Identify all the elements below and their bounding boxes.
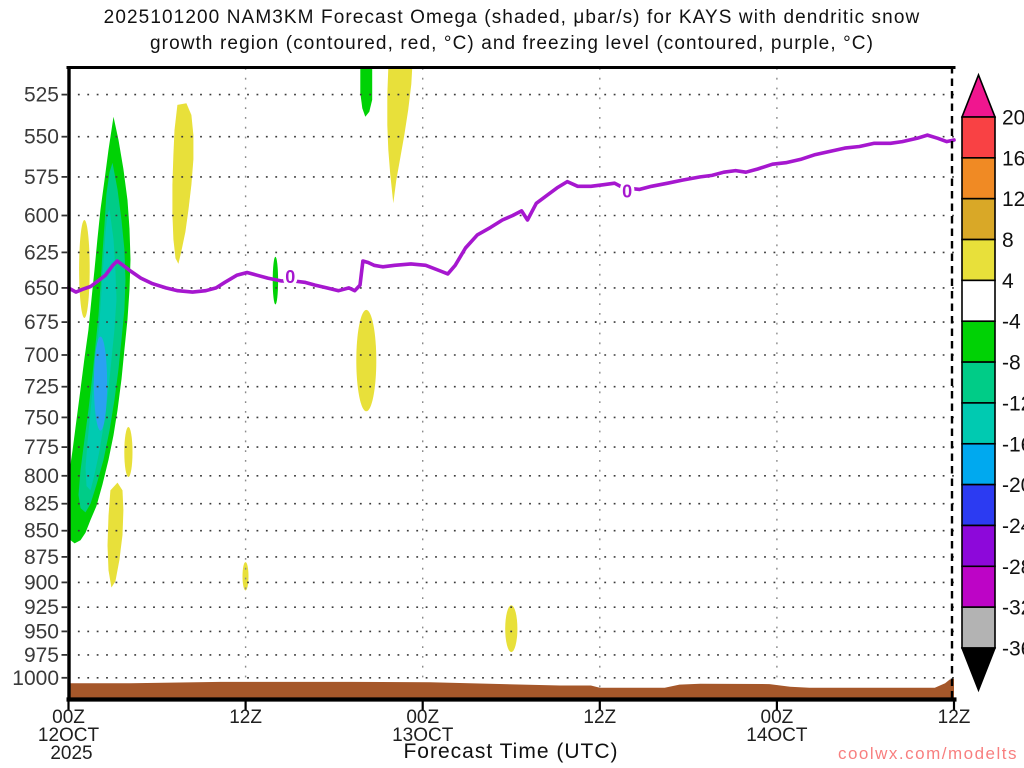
colorbar-under-arrow	[960, 647, 997, 693]
colorbar-tick-label: -4	[1002, 311, 1021, 334]
colorbar-tick-label: -20	[1002, 474, 1024, 497]
colorbar-band	[961, 197, 996, 241]
colorbar-band	[961, 524, 996, 568]
y-tick-label: 1000	[12, 667, 59, 690]
x-tick-date-label: 13OCT	[392, 725, 454, 746]
y-tick-label: 750	[24, 406, 59, 429]
y-tick-label: 975	[24, 644, 59, 667]
updraft-blue-core	[93, 336, 108, 431]
colorbar-tick-label: -8	[1002, 352, 1021, 375]
colorbar-tick-label: -12	[1002, 392, 1024, 415]
y-tick-label: 700	[24, 344, 59, 367]
y-tick-label: 950	[24, 620, 59, 643]
y-tick-label: 600	[24, 204, 59, 227]
x-tick-label: 00Z	[761, 707, 794, 728]
downdraft-yellow-speck	[242, 562, 249, 591]
x-tick-date-label: 14OCT	[746, 725, 808, 746]
terrain-surface	[68, 678, 954, 698]
colorbar-band	[961, 442, 996, 486]
x-tick-date-label: 12OCT	[38, 725, 100, 746]
colorbar-band	[961, 320, 996, 363]
downdraft-yellow-low-column	[107, 482, 124, 588]
colorbar-tick-label: 20	[1002, 107, 1024, 130]
x-axis-title: Forecast Time (UTC)	[403, 740, 619, 763]
colorbar-tick-label: 4	[1002, 270, 1014, 293]
watermark-text: coolwx.com/modelts	[837, 744, 1018, 763]
y-tick-label: 650	[24, 277, 59, 300]
x-tick-label: 12Z	[938, 707, 971, 728]
downdraft-yellow-column	[172, 103, 194, 264]
downdraft-yellow-sliver-mid	[124, 427, 133, 477]
colorbar-band	[961, 606, 996, 649]
y-tick-label: 900	[24, 571, 59, 594]
colorbar-tick-label: -36	[1002, 638, 1024, 661]
x-tick-label: 00Z	[406, 707, 439, 728]
downdraft-yellow-top-blob	[387, 68, 413, 204]
colorbar-band	[961, 361, 996, 404]
downdraft-yellow-ellipse-945	[505, 605, 518, 653]
y-tick-label: 575	[24, 166, 59, 189]
colorbar-band	[961, 483, 996, 527]
colorbar-band	[961, 116, 996, 159]
colorbar-band	[961, 565, 996, 608]
colorbar-band	[961, 238, 996, 282]
x-tick-year-label: 2025	[50, 743, 92, 764]
y-tick-label: 825	[24, 493, 59, 516]
colorbar-tick-label: -32	[1002, 597, 1024, 620]
colorbar-tick-label: -16	[1002, 433, 1024, 456]
y-tick-label: 675	[24, 311, 59, 334]
updraft-green-top-bar	[360, 68, 373, 117]
freezing-level-contour	[66, 133, 956, 294]
y-tick-label: 800	[24, 465, 59, 488]
x-tick-label: 12Z	[229, 707, 262, 728]
y-tick-label: 875	[24, 546, 59, 569]
y-tick-label: 925	[24, 596, 59, 619]
y-tick-label: 725	[24, 376, 59, 399]
y-tick-label: 850	[24, 520, 59, 543]
downdraft-yellow-sliver-left	[79, 220, 90, 318]
colorbar-tick-label: 16	[1002, 147, 1024, 170]
chart-title-line2: growth region (contoured, red, °C) and f…	[149, 33, 875, 54]
y-tick-label: 525	[24, 84, 59, 107]
colorbar-tick-label: 8	[1002, 229, 1014, 252]
y-tick-label: 550	[24, 126, 59, 149]
colorbar-tick-label: -28	[1002, 556, 1024, 579]
freezing-level-zero-label: 0	[622, 181, 632, 201]
colorbar-tick-label: -24	[1002, 515, 1024, 538]
colorbar-band	[961, 157, 996, 200]
y-tick-label: 625	[24, 241, 59, 264]
x-tick-label: 12Z	[583, 707, 616, 728]
downdraft-yellow-ellipse-700	[356, 309, 377, 412]
chart-title-line1: 2025101200 NAM3KM Forecast Omega (shaded…	[103, 7, 921, 28]
x-tick-label: 00Z	[52, 707, 85, 728]
colorbar-tick-label: 12	[1002, 188, 1024, 211]
y-tick-label: 775	[24, 436, 59, 459]
colorbar-over-arrow	[960, 72, 997, 118]
freezing-level-zero-label: 0	[285, 267, 295, 287]
colorbar-band	[961, 402, 996, 445]
colorbar-band	[961, 279, 996, 323]
